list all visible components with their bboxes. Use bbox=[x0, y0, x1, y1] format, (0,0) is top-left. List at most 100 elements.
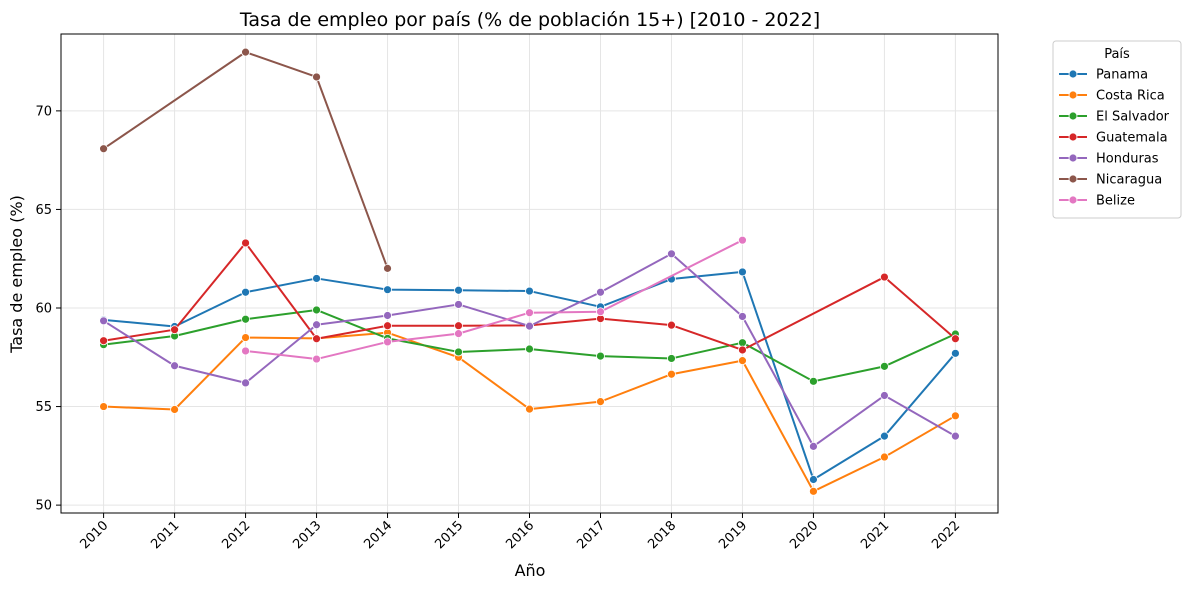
data-point-guatemala bbox=[312, 334, 321, 344]
data-point-guatemala bbox=[170, 325, 179, 335]
data-point-panama bbox=[738, 267, 747, 277]
data-point-honduras bbox=[596, 287, 605, 297]
axis-layer: 2010 2011 2012 2013 2014 2015 2016 2017 2018 2019… bbox=[35, 104, 963, 552]
legend-title: País bbox=[1104, 47, 1130, 62]
series-line-nicaragua bbox=[103, 51, 389, 269]
data-point-el-salvador bbox=[809, 376, 818, 386]
data-point-panama bbox=[241, 287, 250, 297]
data-point-honduras bbox=[525, 321, 534, 331]
data-point-nicaragua bbox=[383, 263, 392, 273]
data-point-costa-rica bbox=[241, 333, 250, 342]
data-point-panama bbox=[525, 286, 534, 296]
data-point-belize bbox=[241, 346, 250, 356]
data-point-panama bbox=[454, 285, 463, 295]
data-point-el-salvador bbox=[667, 354, 676, 363]
data-point-belize bbox=[525, 308, 534, 318]
legend-label: Nicaragua bbox=[1096, 173, 1162, 188]
legend-item-costa-rica: Costa Rica bbox=[1059, 89, 1165, 104]
legend-swatch-marker bbox=[1068, 69, 1078, 79]
series-line-guatemala bbox=[103, 241, 957, 351]
data-point-costa-rica bbox=[667, 369, 676, 379]
data-point-panama bbox=[312, 274, 321, 283]
x-tick-label: 2019 bbox=[716, 518, 750, 552]
legend-item-panama: Panama bbox=[1059, 68, 1148, 83]
legend-label: Panama bbox=[1096, 68, 1148, 83]
legend-label: El Salvador bbox=[1096, 110, 1170, 125]
data-point-guatemala bbox=[241, 238, 250, 248]
data-point-nicaragua bbox=[312, 72, 321, 82]
x-tick-label: 2020 bbox=[787, 518, 821, 552]
x-tick-label: 2010 bbox=[77, 518, 111, 552]
data-point-guatemala bbox=[383, 321, 392, 331]
series-layer bbox=[99, 47, 960, 496]
x-tick-label: 2021 bbox=[858, 518, 892, 552]
y-axis-title: Tasa de empleo (%) bbox=[7, 195, 26, 354]
data-point-el-salvador bbox=[454, 347, 463, 357]
legend-swatch-marker bbox=[1068, 195, 1078, 205]
data-point-costa-rica bbox=[99, 402, 108, 411]
data-point-el-salvador bbox=[525, 344, 534, 354]
data-point-guatemala bbox=[738, 345, 747, 355]
data-point-panama bbox=[951, 348, 960, 358]
x-tick-label: 2016 bbox=[503, 518, 537, 552]
legend-item-nicaragua: Nicaragua bbox=[1059, 173, 1162, 188]
data-point-belize bbox=[312, 354, 321, 364]
legend-item-guatemala: Guatemala bbox=[1059, 131, 1168, 146]
data-point-honduras bbox=[241, 378, 250, 388]
legend-swatch-marker bbox=[1068, 174, 1078, 184]
data-point-costa-rica bbox=[809, 486, 818, 496]
x-tick-label: 2017 bbox=[574, 518, 608, 552]
y-tick-label: 50 bbox=[35, 499, 52, 514]
chart-title: Tasa de empleo por país (% de población … bbox=[239, 9, 820, 31]
data-point-guatemala bbox=[454, 321, 463, 331]
legend-item-el-salvador: El Salvador bbox=[1059, 110, 1170, 125]
x-tick-label: 2022 bbox=[929, 518, 963, 552]
legend-swatch-marker bbox=[1068, 90, 1078, 100]
data-point-honduras bbox=[99, 316, 108, 326]
legend-item-honduras: Honduras bbox=[1059, 152, 1159, 167]
data-point-honduras bbox=[951, 431, 960, 441]
x-axis-title: Año bbox=[515, 561, 546, 580]
data-point-honduras bbox=[383, 311, 392, 320]
data-point-honduras bbox=[312, 320, 321, 330]
data-point-costa-rica bbox=[738, 356, 747, 366]
series-guatemala bbox=[99, 238, 960, 355]
legend-swatch-marker bbox=[1068, 111, 1078, 121]
data-point-nicaragua bbox=[241, 47, 250, 57]
data-point-panama bbox=[809, 475, 818, 484]
legend-swatch-marker bbox=[1068, 153, 1078, 163]
x-tick-label: 2012 bbox=[219, 518, 253, 552]
data-point-belize bbox=[596, 307, 605, 317]
x-tick-label: 2015 bbox=[432, 518, 466, 552]
data-point-honduras bbox=[880, 391, 889, 400]
data-point-el-salvador bbox=[241, 314, 250, 324]
x-tick-label: 2013 bbox=[290, 518, 324, 552]
legend-label: Belize bbox=[1096, 194, 1135, 209]
legend-box bbox=[1052, 40, 1182, 219]
legend-swatch-marker bbox=[1068, 132, 1078, 142]
y-tick-label: 70 bbox=[35, 104, 52, 119]
legend-label: Honduras bbox=[1096, 152, 1159, 167]
data-point-honduras bbox=[170, 361, 179, 371]
legend-label: Costa Rica bbox=[1096, 89, 1165, 104]
grid-layer bbox=[61, 34, 998, 513]
y-tick-label: 55 bbox=[35, 400, 52, 415]
y-tick-label: 60 bbox=[35, 301, 52, 316]
data-point-honduras bbox=[738, 312, 747, 321]
data-point-belize bbox=[738, 235, 747, 245]
data-point-nicaragua bbox=[99, 144, 108, 154]
data-point-costa-rica bbox=[596, 397, 605, 407]
legend-label: Guatemala bbox=[1096, 131, 1168, 146]
legend-item-belize: Belize bbox=[1059, 194, 1135, 209]
data-point-guatemala bbox=[951, 334, 960, 344]
data-point-costa-rica bbox=[951, 411, 960, 421]
data-point-guatemala bbox=[99, 336, 108, 346]
data-point-honduras bbox=[454, 300, 463, 309]
data-point-honduras bbox=[809, 441, 818, 451]
data-point-el-salvador bbox=[738, 338, 747, 348]
x-tick-label: 2011 bbox=[148, 518, 182, 552]
data-point-el-salvador bbox=[312, 305, 321, 315]
x-tick-label: 2018 bbox=[645, 518, 679, 552]
series-belize bbox=[241, 235, 747, 364]
